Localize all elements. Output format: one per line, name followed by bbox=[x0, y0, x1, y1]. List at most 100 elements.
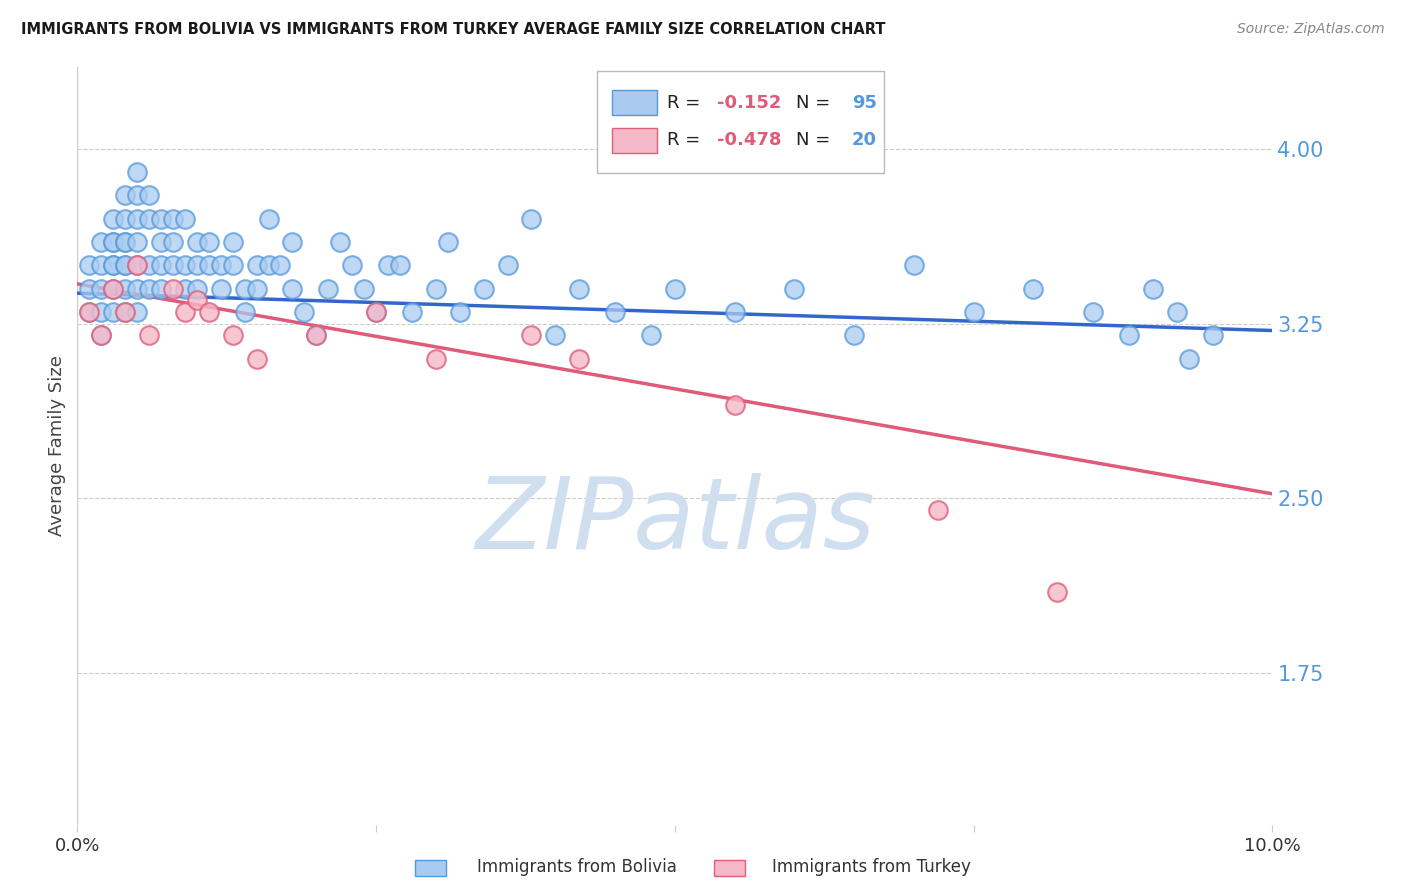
Point bbox=[724, 305, 747, 319]
Point bbox=[90, 281, 112, 295]
Point bbox=[114, 258, 136, 272]
Point bbox=[640, 328, 662, 343]
Text: R =: R = bbox=[666, 94, 706, 112]
Point bbox=[186, 293, 208, 308]
Point bbox=[127, 211, 149, 226]
Point bbox=[472, 281, 495, 295]
Point bbox=[222, 235, 245, 249]
Point bbox=[162, 211, 184, 226]
Point bbox=[222, 328, 245, 343]
Text: Immigrants from Bolivia: Immigrants from Bolivia bbox=[477, 858, 676, 876]
Point bbox=[138, 281, 160, 295]
Point bbox=[963, 305, 986, 319]
Point bbox=[246, 281, 269, 295]
FancyBboxPatch shape bbox=[598, 70, 884, 173]
Point bbox=[79, 305, 101, 319]
Point bbox=[127, 258, 149, 272]
Point bbox=[162, 235, 184, 249]
Point bbox=[127, 235, 149, 249]
Point bbox=[353, 281, 375, 295]
Y-axis label: Average Family Size: Average Family Size bbox=[48, 356, 66, 536]
Point bbox=[401, 305, 423, 319]
Point bbox=[329, 235, 352, 249]
Point bbox=[903, 258, 925, 272]
Text: IMMIGRANTS FROM BOLIVIA VS IMMIGRANTS FROM TURKEY AVERAGE FAMILY SIZE CORRELATIO: IMMIGRANTS FROM BOLIVIA VS IMMIGRANTS FR… bbox=[21, 22, 886, 37]
Point bbox=[138, 211, 160, 226]
Point bbox=[138, 258, 160, 272]
Point bbox=[114, 305, 136, 319]
Point bbox=[162, 258, 184, 272]
Text: ZIPatlas: ZIPatlas bbox=[475, 474, 875, 570]
Text: Source: ZipAtlas.com: Source: ZipAtlas.com bbox=[1237, 22, 1385, 37]
Point bbox=[127, 188, 149, 202]
Point bbox=[103, 211, 124, 226]
Point bbox=[114, 258, 136, 272]
Point bbox=[342, 258, 364, 272]
Point bbox=[1118, 328, 1140, 343]
Point bbox=[150, 211, 173, 226]
Text: Immigrants from Turkey: Immigrants from Turkey bbox=[772, 858, 972, 876]
FancyBboxPatch shape bbox=[612, 128, 657, 153]
Point bbox=[257, 258, 280, 272]
Point bbox=[150, 258, 173, 272]
Point bbox=[783, 281, 806, 295]
Point bbox=[305, 328, 328, 343]
Point bbox=[568, 281, 591, 295]
Point bbox=[103, 235, 124, 249]
Point bbox=[186, 281, 208, 295]
Point bbox=[233, 281, 256, 295]
Text: R =: R = bbox=[666, 131, 706, 150]
Point bbox=[270, 258, 292, 272]
Point bbox=[90, 258, 112, 272]
Point bbox=[544, 328, 567, 343]
Point bbox=[724, 398, 747, 412]
Point bbox=[1083, 305, 1105, 319]
Text: 95: 95 bbox=[852, 94, 877, 112]
Point bbox=[103, 305, 124, 319]
Point bbox=[150, 281, 173, 295]
Point bbox=[114, 211, 136, 226]
Text: 20: 20 bbox=[852, 131, 877, 150]
Point bbox=[114, 281, 136, 295]
Point bbox=[103, 235, 124, 249]
Point bbox=[127, 281, 149, 295]
Point bbox=[388, 258, 412, 272]
Point bbox=[246, 351, 269, 366]
Point bbox=[79, 281, 101, 295]
Text: N =: N = bbox=[796, 94, 835, 112]
Point bbox=[150, 235, 173, 249]
Point bbox=[209, 281, 232, 295]
Point bbox=[138, 328, 160, 343]
Point bbox=[174, 258, 197, 272]
Point bbox=[90, 328, 112, 343]
Point bbox=[496, 258, 519, 272]
Point bbox=[605, 305, 627, 319]
Point bbox=[186, 258, 208, 272]
Point bbox=[103, 258, 124, 272]
Point bbox=[1166, 305, 1188, 319]
Point bbox=[162, 281, 184, 295]
Point bbox=[281, 235, 304, 249]
Point bbox=[257, 211, 280, 226]
Point bbox=[90, 235, 112, 249]
Text: -0.478: -0.478 bbox=[717, 131, 782, 150]
Point bbox=[174, 305, 197, 319]
Point bbox=[281, 281, 304, 295]
Point bbox=[127, 165, 149, 179]
Point bbox=[114, 188, 136, 202]
Point bbox=[138, 188, 160, 202]
Point bbox=[186, 235, 208, 249]
Text: N =: N = bbox=[796, 131, 835, 150]
Point bbox=[174, 281, 197, 295]
Point bbox=[1178, 351, 1201, 366]
Point bbox=[1022, 281, 1045, 295]
Text: -0.152: -0.152 bbox=[717, 94, 782, 112]
Point bbox=[568, 351, 591, 366]
Point bbox=[222, 258, 245, 272]
Point bbox=[197, 235, 219, 249]
Point bbox=[114, 305, 136, 319]
Point bbox=[246, 258, 269, 272]
Point bbox=[114, 235, 136, 249]
Point bbox=[1046, 584, 1069, 599]
Point bbox=[449, 305, 471, 319]
